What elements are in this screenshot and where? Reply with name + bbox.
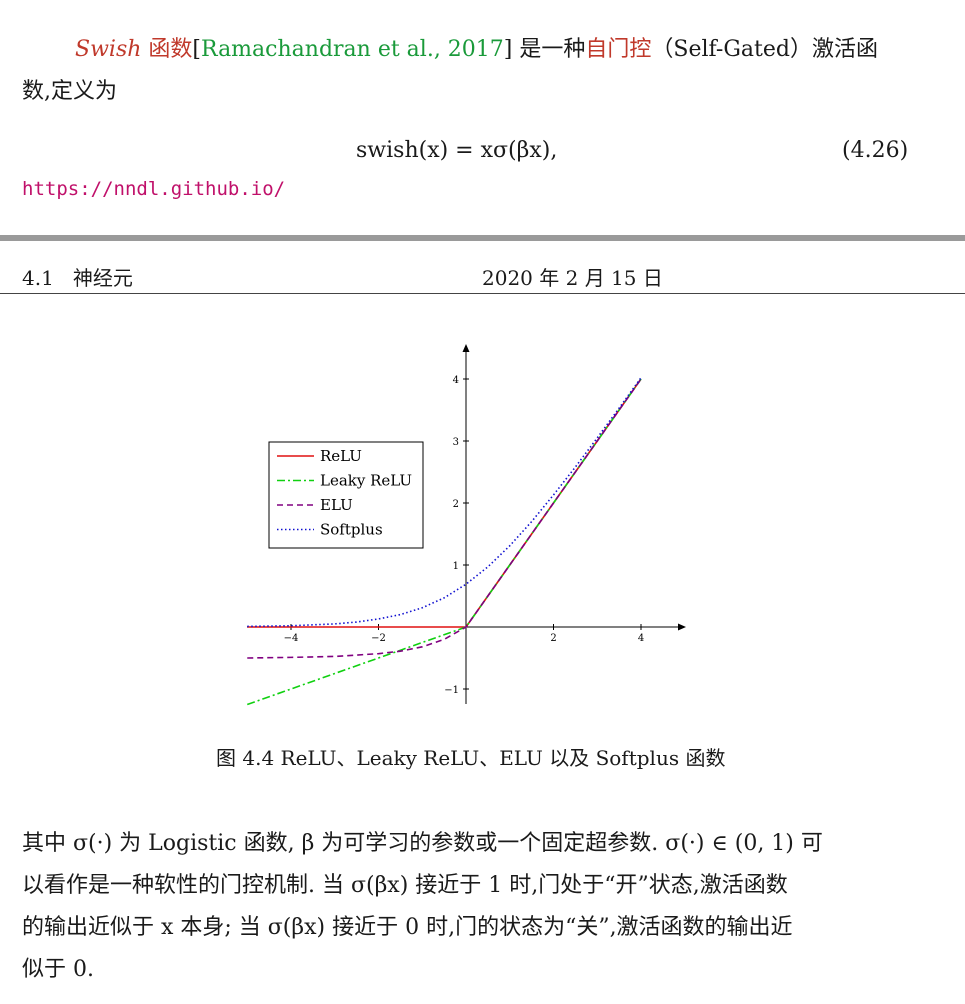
equation-formula: swish(x) = xσ(βx), — [356, 138, 558, 163]
x-tick-label: 4 — [638, 633, 644, 644]
y-tick-label: 2 — [453, 499, 459, 510]
cite-open: [ — [192, 37, 201, 62]
swish-term: Swish — [75, 37, 142, 62]
y-tick-label: 1 — [453, 561, 459, 572]
legend: ReLU Leaky ReLU ELU Softplus — [268, 441, 424, 549]
body-line-2: 以看作是一种软性的门控机制. 当 σ(βx) 接近于 1 时,门处于“开”状态,… — [22, 873, 788, 898]
running-header-section: 4.1 神经元 — [22, 266, 133, 290]
citation-link[interactable]: Ramachandran et al., 2017 — [201, 37, 504, 62]
series-lines — [246, 377, 642, 706]
intro-line-1: Swish 函数[Ramachandran et al., 2017] 是一种自… — [75, 30, 878, 70]
ticks: −4 −2 2 4 −1 1 2 3 4 — [284, 375, 645, 696]
running-header-date: 2020 年 2 月 15 日 — [482, 266, 663, 290]
y-tick-label: 4 — [453, 375, 459, 386]
x-tick-label: 2 — [550, 633, 556, 644]
series-line-elu — [247, 378, 642, 659]
body-line-4: 似于 0. — [22, 957, 94, 982]
body-line-3: 的输出近似于 x 本身; 当 σ(βx) 接近于 0 时,门的状态为“关”,激活… — [22, 915, 793, 940]
intro-after: （Self-Gated）激活函 — [651, 37, 878, 62]
activation-chart: −4 −2 2 4 −1 1 2 3 4 ReLU Leaky ReLU ELU Softplus — [246, 344, 686, 706]
legend-label: ELU — [320, 496, 353, 514]
footer-url[interactable]: https://nndl.github.io/ — [22, 178, 286, 200]
self-gated-term: 自门控 — [585, 37, 652, 62]
header-rule — [0, 293, 965, 294]
legend-box — [268, 441, 424, 549]
page-break-rule — [0, 235, 965, 241]
figure-caption: 图 4.4 ReLU、Leaky ReLU、ELU 以及 Softplus 函数 — [216, 746, 726, 770]
legend-items: ReLU Leaky ReLU ELU Softplus — [277, 447, 412, 539]
legend-label: ReLU — [320, 447, 362, 465]
body-line-1: 其中 σ(·) 为 Logistic 函数, β 为可学习的参数或一个固定超参数… — [22, 831, 823, 856]
y-axis-arrow — [462, 344, 470, 352]
y-tick-label: 3 — [453, 437, 459, 448]
swish-term-suffix: 函数 — [141, 37, 193, 62]
x-axis-arrow — [678, 623, 686, 631]
x-tick-label: −2 — [371, 633, 386, 644]
intro-line-2: 数,定义为 — [22, 79, 117, 104]
cite-close: ] — [503, 37, 513, 62]
x-tick-label: −4 — [284, 633, 299, 644]
legend-label: Leaky ReLU — [320, 472, 412, 490]
intro-middle: 是一种 — [512, 37, 586, 62]
legend-label: Softplus — [320, 521, 383, 539]
y-tick-label: −1 — [444, 685, 459, 696]
equation-number: (4.26) — [842, 138, 909, 163]
